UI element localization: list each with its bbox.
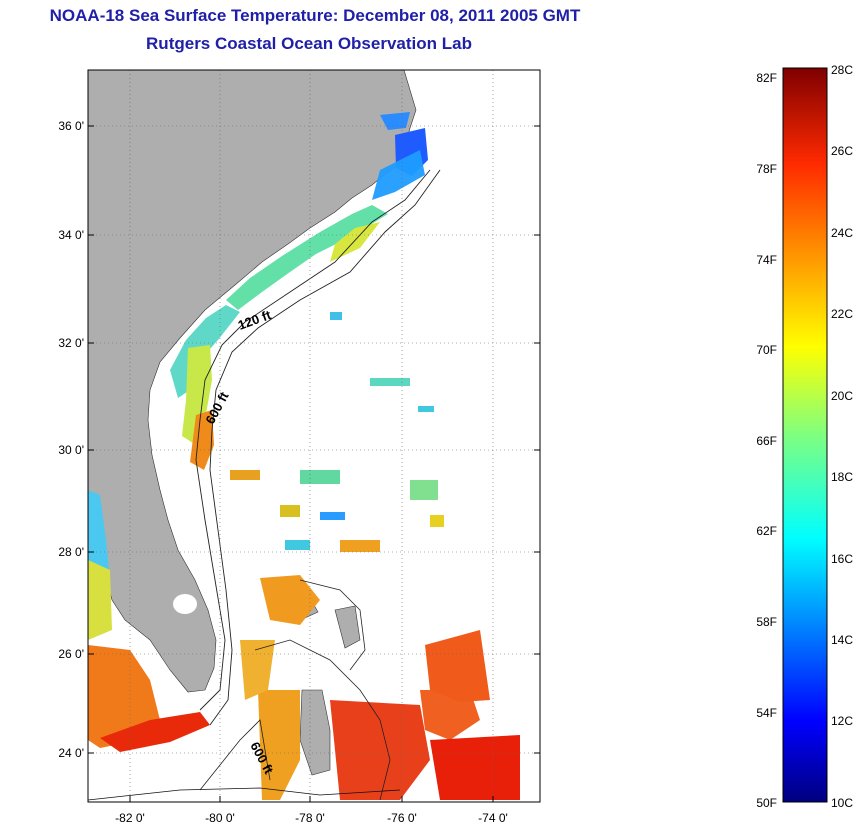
sst-nc-coast <box>372 150 425 200</box>
colorbar-f-label: 70F <box>756 343 777 357</box>
sst-florida-bay-warm <box>88 645 160 748</box>
lat-label: 34 0' <box>58 228 84 242</box>
temperature-colorbar <box>782 67 828 803</box>
sst-offshore-patches <box>230 312 444 552</box>
colorbar-f-label: 78F <box>756 162 777 176</box>
longitude-labels: -82 0' -80 0' -78 0' -76 0' -74 0' <box>115 811 508 825</box>
lake-okeechobee <box>173 594 197 614</box>
sst-sc-band <box>226 205 388 310</box>
colorbar-c-label: 28C <box>831 63 853 77</box>
isobath-120ft <box>195 169 431 711</box>
colorbar-c-label: 26C <box>831 144 853 158</box>
sst-keys-red <box>100 712 210 752</box>
colorbar-c-label: 10C <box>831 796 853 810</box>
colorbar-c-label: 14C <box>831 633 853 647</box>
colorbar-c-label: 24C <box>831 226 853 240</box>
colorbar-f-label: 50F <box>756 796 777 810</box>
colorbar-c-label: 18C <box>831 470 853 484</box>
lon-label: -76 0' <box>387 811 417 825</box>
albemarle-sound-water <box>380 112 410 130</box>
colorbar-f-label: 62F <box>756 524 777 538</box>
title-line-2: Rutgers Coastal Ocean Observation Lab <box>146 34 472 53</box>
lon-label: -74 0' <box>478 811 508 825</box>
latitude-labels: 36 0' 34 0' 32 0' 30 0' 28 0' 26 0' 24 0… <box>58 119 84 760</box>
lon-label: -82 0' <box>115 811 145 825</box>
abaco-island <box>334 605 361 649</box>
lat-label: 32 0' <box>58 336 84 350</box>
lon-label: -80 0' <box>205 811 235 825</box>
coast-outline-ocean <box>88 787 401 801</box>
lat-label: 36 0' <box>58 119 84 133</box>
map-gridlines <box>88 70 540 802</box>
colorbar-f-label: 58F <box>756 615 777 629</box>
colorbar-f-label: 54F <box>756 706 777 720</box>
colorbar-f-label: 82F <box>756 71 777 85</box>
sst-gulf-coast-west-yellow <box>88 560 112 640</box>
colorbar-fahrenheit-labels: 82F 78F 74F 70F 66F 62F 58F 54F 50F <box>756 71 777 810</box>
lon-label: -78 0' <box>295 811 325 825</box>
lat-label: 26 0' <box>58 647 84 661</box>
colorbar-c-label: 22C <box>831 307 853 321</box>
lat-label: 28 0' <box>58 545 84 559</box>
isobath-bahamas <box>199 579 391 801</box>
colorbar-c-label: 12C <box>831 714 853 728</box>
colorbar-celsius-labels: 28C 26C 24C 22C 20C 18C 16C 14C 12C 10C <box>831 63 853 810</box>
colorbar-f-label: 74F <box>756 253 777 267</box>
sst-ne-florida-warm <box>190 410 214 470</box>
sst-sc-band-yellow <box>330 222 380 262</box>
isobath-600ft <box>209 169 441 726</box>
map-frame <box>87 69 541 803</box>
lat-label: 24 0' <box>58 746 84 760</box>
colorbar-f-label: 66F <box>756 434 777 448</box>
title-line-1: NOAA-18 Sea Surface Temperature: Decembe… <box>49 6 581 25</box>
lat-label: 30 0' <box>58 443 84 457</box>
map-area <box>88 70 540 802</box>
colorbar-c-label: 16C <box>831 552 853 566</box>
colorbar-c-label: 20C <box>831 389 853 403</box>
map-ticks <box>88 125 540 802</box>
sst-bahamas-warm <box>240 575 520 800</box>
